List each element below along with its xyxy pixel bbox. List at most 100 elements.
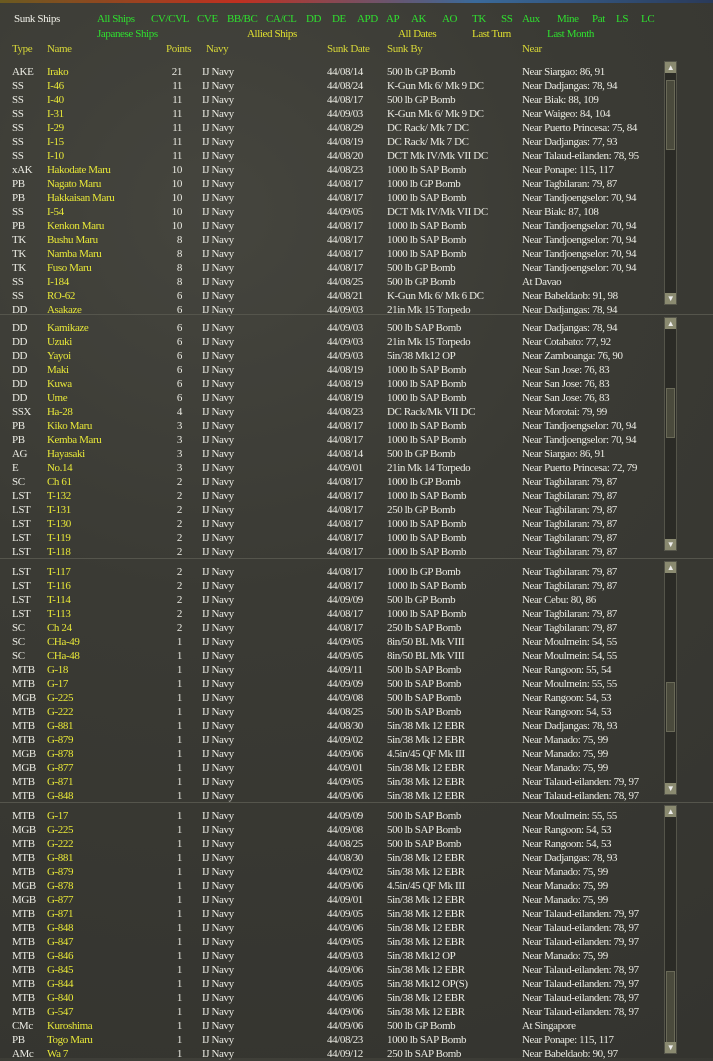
cell-name[interactable]: I-15 bbox=[47, 136, 64, 148]
cell-name[interactable]: G-17 bbox=[47, 678, 69, 690]
cell-name[interactable]: Kiko Maru bbox=[47, 420, 92, 432]
cell-name[interactable]: T-114 bbox=[47, 594, 71, 606]
scroll-down-button[interactable]: ▼ bbox=[665, 1042, 676, 1053]
cell-name[interactable]: G-848 bbox=[47, 790, 74, 802]
table-row[interactable]: TK Fuso Maru 8 IJ Navy 44/08/17 500 lb GP Bom… bbox=[0, 261, 660, 275]
table-row[interactable]: SC Ch 24 2 IJ Navy 44/08/17 250 lb SAP Bomb Ne… bbox=[0, 621, 660, 635]
filter-apd[interactable]: APD bbox=[357, 13, 378, 25]
table-row[interactable]: DD Uzuki 6 IJ Navy 44/09/03 21in Mk 15 Torped… bbox=[0, 335, 660, 349]
cell-name[interactable]: Ha-28 bbox=[47, 406, 73, 418]
cell-name[interactable]: G-878 bbox=[47, 880, 74, 892]
table-row[interactable]: MGB G-878 1 IJ Navy 44/09/06 4.5in/45 QF Mk I… bbox=[0, 879, 660, 893]
scrollbar-thumb[interactable] bbox=[666, 80, 675, 150]
table-row[interactable]: SS I-10 11 IJ Navy 44/08/20 DCT Mk IV/Mk VII … bbox=[0, 149, 660, 163]
cell-name[interactable]: T-119 bbox=[47, 532, 71, 544]
table-row[interactable]: SSX Ha-28 4 IJ Navy 44/08/23 DC Rack/Mk VII D… bbox=[0, 405, 660, 419]
cell-name[interactable]: G-879 bbox=[47, 734, 74, 746]
cell-name[interactable]: G-847 bbox=[47, 936, 74, 948]
scroll-up-button[interactable]: ▲ bbox=[665, 318, 676, 329]
filter-last-turn[interactable]: Last Turn bbox=[472, 28, 511, 40]
vertical-scrollbar[interactable]: ▲ ▼ bbox=[664, 61, 677, 305]
cell-name[interactable]: CHa-48 bbox=[47, 650, 80, 662]
cell-name[interactable]: G-879 bbox=[47, 866, 74, 878]
table-row[interactable]: MTB G-871 1 IJ Navy 44/09/05 5in/38 Mk 12 EBR… bbox=[0, 775, 660, 789]
filter-pat[interactable]: Pat bbox=[592, 13, 605, 25]
filter-cve[interactable]: CVE bbox=[197, 13, 218, 25]
filter-all-ships[interactable]: All Ships bbox=[97, 13, 135, 25]
cell-name[interactable]: G-846 bbox=[47, 950, 74, 962]
table-row[interactable]: LST T-118 2 IJ Navy 44/08/17 1000 lb SAP Bomb… bbox=[0, 545, 660, 559]
scrollbar-thumb[interactable] bbox=[666, 388, 675, 438]
table-row[interactable]: MTB G-871 1 IJ Navy 44/09/05 5in/38 Mk 12 EBR… bbox=[0, 907, 660, 921]
table-row[interactable]: TK Bushu Maru 8 IJ Navy 44/08/17 1000 lb SAP … bbox=[0, 233, 660, 247]
cell-name[interactable]: CHa-49 bbox=[47, 636, 80, 648]
table-row[interactable]: SS I-15 11 IJ Navy 44/08/19 DC Rack/ Mk 7 DC N… bbox=[0, 135, 660, 149]
table-row[interactable]: SS I-40 11 IJ Navy 44/08/17 500 lb GP Bomb Nea… bbox=[0, 93, 660, 107]
filter-dd[interactable]: DD bbox=[306, 13, 322, 25]
cell-name[interactable]: G-17 bbox=[47, 810, 69, 822]
scroll-down-button[interactable]: ▼ bbox=[665, 293, 676, 304]
cell-name[interactable]: I-10 bbox=[47, 150, 64, 162]
filter-ls[interactable]: LS bbox=[616, 13, 629, 25]
cell-name[interactable]: G-877 bbox=[47, 762, 74, 774]
table-row[interactable]: MTB G-547 1 IJ Navy 44/09/06 5in/38 Mk 12 EBR… bbox=[0, 1005, 660, 1019]
table-row[interactable]: MGB G-878 1 IJ Navy 44/09/06 4.5in/45 QF Mk I… bbox=[0, 747, 660, 761]
table-row[interactable]: DD Ume 6 IJ Navy 44/08/19 1000 lb SAP Bomb Nea… bbox=[0, 391, 660, 405]
filter-bb-bc[interactable]: BB/BC bbox=[227, 13, 258, 25]
cell-name[interactable]: T-130 bbox=[47, 518, 71, 530]
table-row[interactable]: LST T-116 2 IJ Navy 44/08/17 1000 lb SAP Bomb… bbox=[0, 579, 660, 593]
column-header-sunk-date[interactable]: Sunk Date bbox=[327, 43, 370, 55]
cell-name[interactable]: I-40 bbox=[47, 94, 64, 106]
cell-name[interactable]: Wa 7 bbox=[47, 1048, 69, 1060]
table-row[interactable]: LST T-131 2 IJ Navy 44/08/17 250 lb GP Bomb Ne… bbox=[0, 503, 660, 517]
cell-name[interactable]: Togo Maru bbox=[47, 1034, 93, 1046]
scroll-down-button[interactable]: ▼ bbox=[665, 783, 676, 794]
cell-name[interactable]: G-222 bbox=[47, 838, 74, 850]
cell-name[interactable]: Maki bbox=[47, 364, 69, 376]
table-row[interactable]: MTB G-845 1 IJ Navy 44/09/06 5in/38 Mk 12 EBR… bbox=[0, 963, 660, 977]
table-row[interactable]: MTB G-881 1 IJ Navy 44/08/30 5in/38 Mk 12 EBR… bbox=[0, 851, 660, 865]
cell-name[interactable]: Bushu Maru bbox=[47, 234, 98, 246]
cell-name[interactable]: Uzuki bbox=[47, 336, 72, 348]
table-row[interactable]: xAK Hakodate Maru 10 IJ Navy 44/08/23 1000 lb… bbox=[0, 163, 660, 177]
table-row[interactable]: MGB G-877 1 IJ Navy 44/09/01 5in/38 Mk 12 EBR… bbox=[0, 761, 660, 775]
cell-name[interactable]: G-871 bbox=[47, 776, 74, 788]
table-row[interactable]: TK Namba Maru 8 IJ Navy 44/08/17 1000 lb SAP … bbox=[0, 247, 660, 261]
cell-name[interactable]: G-225 bbox=[47, 824, 74, 836]
table-row[interactable]: SS I-184 8 IJ Navy 44/08/25 500 lb GP Bomb At … bbox=[0, 275, 660, 289]
table-row[interactable]: MTB G-847 1 IJ Navy 44/09/05 5in/38 Mk 12 EBR… bbox=[0, 935, 660, 949]
table-row[interactable]: SS I-46 11 IJ Navy 44/08/24 K-Gun Mk 6/ Mk 9 … bbox=[0, 79, 660, 93]
filter-ap[interactable]: AP bbox=[386, 13, 400, 25]
table-row[interactable]: DD Kuwa 6 IJ Navy 44/08/19 1000 lb SAP Bomb Ne… bbox=[0, 377, 660, 391]
table-row[interactable]: PB Kemba Maru 3 IJ Navy 44/08/17 1000 lb SAP … bbox=[0, 433, 660, 447]
scroll-up-button[interactable]: ▲ bbox=[665, 806, 676, 817]
cell-name[interactable]: Irako bbox=[47, 66, 69, 78]
table-row[interactable]: PB Hakkaisan Maru 10 IJ Navy 44/08/17 1000 lb… bbox=[0, 191, 660, 205]
filter-side-japanese[interactable]: Japanese Ships bbox=[97, 28, 158, 40]
cell-name[interactable]: I-54 bbox=[47, 206, 64, 218]
vertical-scrollbar[interactable]: ▲ ▼ bbox=[664, 561, 677, 795]
filter-ak[interactable]: AK bbox=[411, 13, 427, 25]
table-row[interactable]: MTB G-844 1 IJ Navy 44/09/05 5in/38 Mk12 OP(S… bbox=[0, 977, 660, 991]
table-row[interactable]: PB Kenkon Maru 10 IJ Navy 44/08/17 1000 lb SA… bbox=[0, 219, 660, 233]
table-row[interactable]: MTB G-848 1 IJ Navy 44/09/06 5in/38 Mk 12 EBR… bbox=[0, 789, 660, 803]
table-row[interactable]: SS I-29 11 IJ Navy 44/08/29 DC Rack/ Mk 7 DC N… bbox=[0, 121, 660, 135]
table-row[interactable]: MGB G-877 1 IJ Navy 44/09/01 5in/38 Mk 12 EBR… bbox=[0, 893, 660, 907]
filter-ao[interactable]: AO bbox=[442, 13, 458, 25]
cell-name[interactable]: RO-62 bbox=[47, 290, 75, 302]
table-row[interactable]: LST T-132 2 IJ Navy 44/08/17 1000 lb SAP Bomb… bbox=[0, 489, 660, 503]
filter-ss[interactable]: SS bbox=[501, 13, 513, 25]
table-row[interactable]: MTB G-222 1 IJ Navy 44/08/25 500 lb SAP Bomb N… bbox=[0, 837, 660, 851]
column-header-points[interactable]: Points bbox=[166, 43, 192, 55]
table-row[interactable]: MGB G-225 1 IJ Navy 44/09/08 500 lb SAP Bomb N… bbox=[0, 691, 660, 705]
scroll-down-button[interactable]: ▼ bbox=[665, 539, 676, 550]
cell-name[interactable]: G-222 bbox=[47, 706, 74, 718]
cell-name[interactable]: Hayasaki bbox=[47, 448, 85, 460]
table-row[interactable]: LST T-119 2 IJ Navy 44/08/17 1000 lb SAP Bomb… bbox=[0, 531, 660, 545]
table-row[interactable]: MTB G-846 1 IJ Navy 44/09/03 5in/38 Mk12 OP Ne… bbox=[0, 949, 660, 963]
table-row[interactable]: MTB G-17 1 IJ Navy 44/09/09 500 lb SAP Bomb Ne… bbox=[0, 809, 660, 823]
cell-name[interactable]: Yayoi bbox=[47, 350, 71, 362]
table-row[interactable]: MTB G-879 1 IJ Navy 44/09/02 5in/38 Mk 12 EBR… bbox=[0, 733, 660, 747]
table-row[interactable]: SC CHa-48 1 IJ Navy 44/09/05 8in/50 BL Mk VII… bbox=[0, 649, 660, 663]
table-row[interactable]: MTB G-222 1 IJ Navy 44/08/25 500 lb SAP Bomb N… bbox=[0, 705, 660, 719]
